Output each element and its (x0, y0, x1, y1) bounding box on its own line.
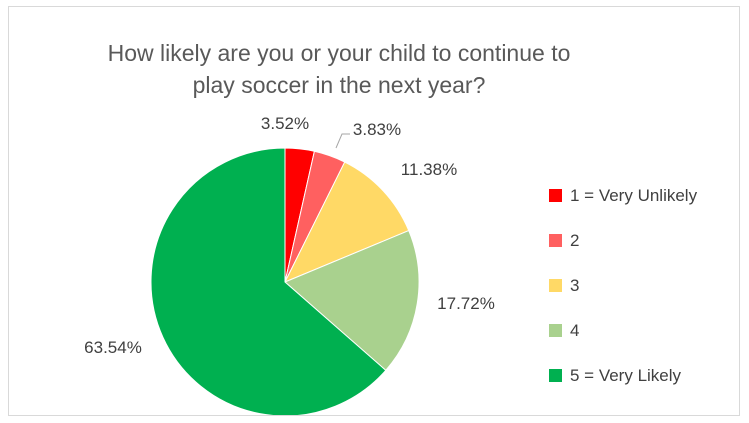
legend-swatch (549, 189, 562, 202)
chart-legend: 1 = Very Unlikely 2 3 4 5 = Very Likely (549, 173, 697, 398)
legend-item-1: 1 = Very Unlikely (549, 173, 697, 218)
data-label-5: 63.54% (84, 338, 142, 357)
pie-slice-5 (150, 147, 387, 415)
legend-swatch (549, 324, 562, 337)
data-label-2: 3.83% (353, 120, 401, 139)
legend-label: 5 = Very Likely (570, 365, 682, 385)
leader-line (335, 133, 350, 149)
pie-chart: 3.52% 3.83% 11.38% 17.72% 63.54% (84, 114, 495, 415)
pie-slice-4 (284, 229, 420, 372)
legend-swatch (549, 279, 562, 292)
data-label-1: 3.52% (261, 114, 309, 133)
legend-item-2: 2 (549, 218, 697, 263)
legend-label: 1 = Very Unlikely (570, 185, 698, 205)
legend-swatch (549, 234, 562, 247)
legend-label: 2 (570, 230, 580, 250)
data-label-4: 17.72% (437, 294, 495, 313)
legend-swatch (549, 369, 562, 382)
pie-slice-3 (283, 161, 410, 283)
legend-label: 3 (570, 275, 580, 295)
chart-title: How likely are you or your child to cont… (9, 37, 669, 101)
legend-item-5: 5 = Very Likely (549, 353, 697, 398)
legend-item-3: 3 (549, 263, 697, 308)
chart-title-line-2: play soccer in the next year? (192, 72, 486, 98)
legend-item-4: 4 (549, 308, 697, 353)
legend-label: 4 (570, 320, 580, 340)
data-label-3: 11.38% (401, 160, 457, 179)
chart-frame: How likely are you or your child to cont… (8, 6, 740, 416)
chart-title-line-1: How likely are you or your child to cont… (107, 40, 571, 66)
